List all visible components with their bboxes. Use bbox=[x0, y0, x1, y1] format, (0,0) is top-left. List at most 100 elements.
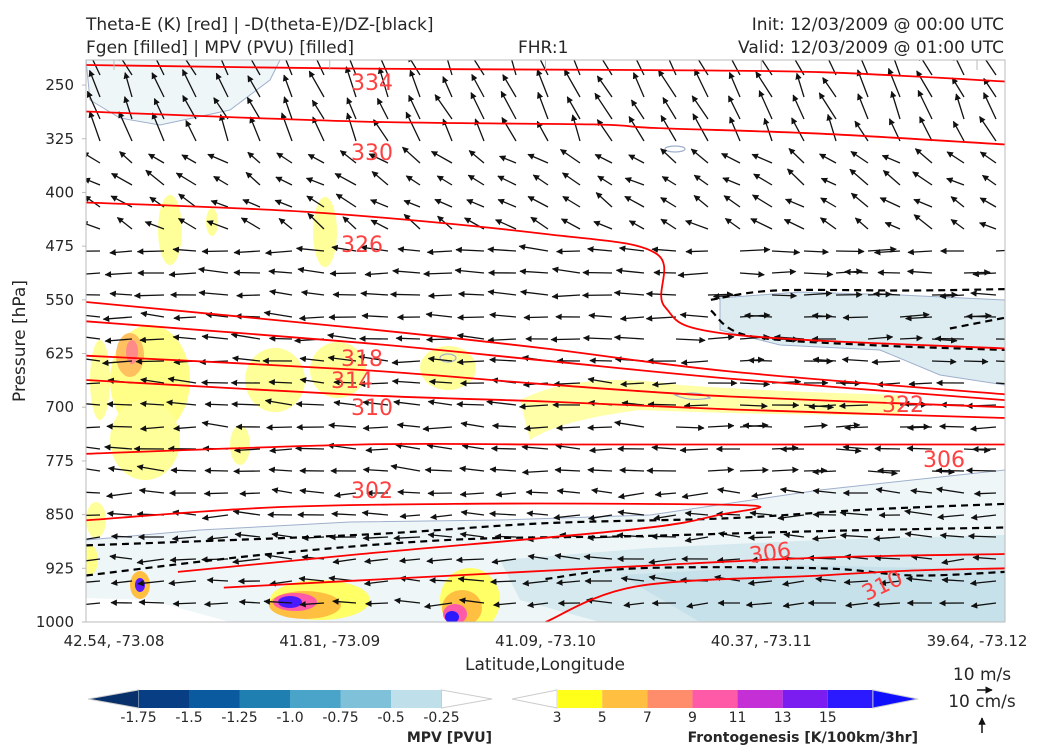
colorbar-swatch bbox=[692, 690, 737, 708]
wind-vector bbox=[940, 426, 964, 427]
wind-vector bbox=[202, 251, 228, 252]
x-tick-label: 42.54, -73.08 bbox=[64, 632, 165, 650]
wind-vector bbox=[267, 427, 292, 428]
wind-vector bbox=[139, 602, 164, 603]
wind-vector bbox=[237, 295, 260, 296]
wind-vector bbox=[204, 493, 228, 494]
colorbar-tick-label: -0.75 bbox=[322, 710, 358, 726]
theta-e-label: 302 bbox=[351, 479, 393, 504]
wind-vector bbox=[396, 338, 420, 339]
wind-vector bbox=[908, 427, 932, 428]
y-tick-label: 550 bbox=[45, 291, 74, 309]
colorbar-tick-label: -1.75 bbox=[120, 710, 156, 726]
colorbar-tick-label: 15 bbox=[819, 710, 837, 726]
wind-vector bbox=[964, 272, 990, 273]
wind-vector bbox=[964, 361, 988, 362]
wind-vector bbox=[935, 339, 964, 340]
y-tick-label: 250 bbox=[45, 76, 74, 94]
colorbar-swatch bbox=[512, 690, 557, 708]
wind-vector bbox=[112, 536, 132, 537]
wind-vector bbox=[333, 295, 356, 296]
wind-vector bbox=[138, 251, 165, 252]
wind-vector bbox=[588, 427, 612, 428]
wind-vector bbox=[590, 361, 612, 362]
wind-vector bbox=[492, 448, 517, 449]
wind-vector bbox=[457, 404, 484, 405]
wind-vector bbox=[234, 273, 260, 274]
colorbar-swatch bbox=[442, 690, 493, 708]
fgen-colorbar-label: Frontogenesis [K/100km/3hr] bbox=[688, 730, 918, 746]
wind-vector bbox=[205, 471, 228, 472]
colorbar-swatch bbox=[602, 690, 647, 708]
x-tick-label: 41.09, -73.10 bbox=[495, 632, 596, 650]
wind-vector bbox=[202, 383, 228, 384]
wind-vector bbox=[427, 339, 452, 340]
colorbar-swatch bbox=[738, 690, 783, 708]
wind-vector bbox=[391, 294, 420, 295]
colorbar-tick-label: -1.25 bbox=[221, 710, 257, 726]
wind-vector bbox=[583, 273, 612, 274]
y-tick-label: 850 bbox=[45, 506, 74, 524]
wind-vector bbox=[845, 427, 868, 428]
y-tick-label: 700 bbox=[45, 398, 74, 416]
colorbar-swatch bbox=[783, 690, 828, 708]
wind-vector bbox=[804, 470, 827, 471]
wind-vector bbox=[967, 470, 996, 471]
wind-vector bbox=[813, 515, 836, 516]
colorbar-swatch bbox=[240, 690, 291, 708]
y-tick-label: 925 bbox=[45, 559, 74, 577]
x-tick-label: 39.64, -73.12 bbox=[927, 632, 1028, 650]
wind-vector bbox=[557, 251, 580, 252]
wind-vector bbox=[648, 404, 676, 405]
wind-vector bbox=[524, 317, 548, 318]
x-tick-label: 41.81, -73.09 bbox=[279, 632, 380, 650]
wind-vector bbox=[772, 295, 796, 296]
wind-vector bbox=[270, 338, 293, 339]
theta-e-label: 326 bbox=[341, 233, 383, 258]
wind-vector bbox=[205, 404, 228, 405]
mpv-colorbar: -1.75-1.5-1.25-1.0-0.75-0.5-0.25 bbox=[88, 690, 492, 726]
colorbar-tick-label: 9 bbox=[688, 710, 697, 726]
mpv-colorbar-label: MPV [PVU] bbox=[407, 730, 492, 746]
wind-vector bbox=[836, 251, 864, 252]
x-axis-label: Latitude,Longitude bbox=[465, 655, 625, 675]
colorbar-swatch bbox=[88, 690, 139, 708]
wind-vector bbox=[173, 603, 196, 604]
wind-legend-vertical: 10 cm/s bbox=[948, 692, 1016, 712]
colorbar-tick-label: -0.25 bbox=[423, 710, 459, 726]
colorbar-tick-label: -1.0 bbox=[276, 710, 303, 726]
wind-vector bbox=[975, 493, 997, 494]
x-tick-label: 40.37, -73.11 bbox=[711, 632, 812, 650]
wind-vector bbox=[932, 361, 956, 362]
theta-e-label: 310 bbox=[351, 396, 393, 421]
wind-vector bbox=[749, 537, 772, 538]
colorbar-tick-label: 11 bbox=[729, 710, 747, 726]
wind-legend-horizontal: 10 m/s bbox=[953, 665, 1011, 685]
colorbar-swatch bbox=[647, 690, 692, 708]
wind-vector bbox=[551, 339, 580, 340]
y-axis-label: Pressure [hPa] bbox=[10, 280, 30, 402]
colorbar-swatch bbox=[828, 690, 873, 708]
colorbar-swatch bbox=[557, 690, 602, 708]
wind-vector bbox=[107, 426, 132, 427]
theta-e-label: 330 bbox=[351, 141, 393, 166]
wind-vector bbox=[708, 294, 733, 295]
wind-vector bbox=[843, 317, 868, 318]
y-tick-label: 1000 bbox=[36, 613, 74, 631]
colorbar-swatch bbox=[873, 690, 918, 708]
wind-vector bbox=[135, 295, 165, 296]
wind-vector bbox=[240, 493, 260, 494]
colorbar-swatch bbox=[391, 690, 442, 708]
y-tick-label: 325 bbox=[45, 130, 74, 148]
theta-e-label: 322 bbox=[882, 393, 924, 418]
colorbar-swatch bbox=[341, 690, 392, 708]
wind-vector bbox=[430, 580, 452, 581]
colorbar-tick-label: 13 bbox=[774, 710, 792, 726]
theta-e-label: 314 bbox=[331, 369, 373, 394]
colorbar-swatch bbox=[189, 690, 240, 708]
wind-legend: 10 m/s 10 cm/s bbox=[948, 665, 1016, 733]
wind-vector bbox=[748, 360, 772, 361]
wind-vector bbox=[967, 316, 997, 317]
theta-e-label: 334 bbox=[351, 71, 393, 96]
